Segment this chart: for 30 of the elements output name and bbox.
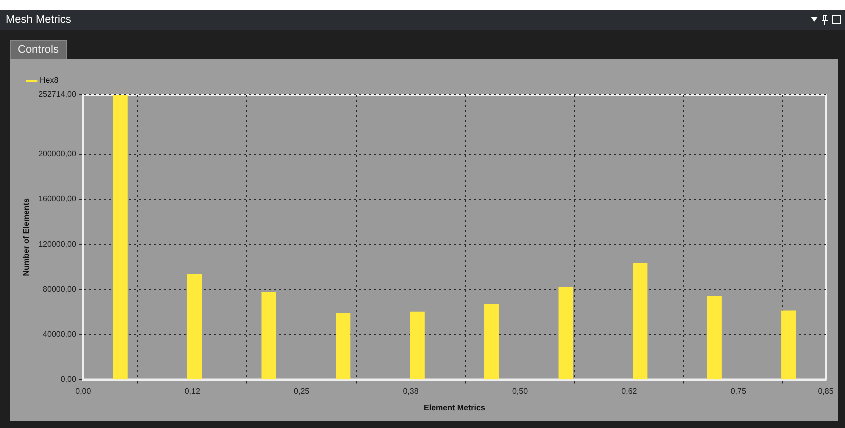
- y-tick-label: 0,00: [60, 375, 77, 384]
- bar: [782, 310, 796, 380]
- x-tick-label: 0,12: [184, 386, 201, 396]
- x-axis-title: Element Metrics: [424, 403, 486, 412]
- bar: [484, 304, 500, 380]
- bar: [336, 312, 351, 380]
- y-tick-label: 200000,00: [38, 150, 77, 159]
- y-tick-label: 120000,00: [38, 240, 77, 249]
- x-tick-label: 0,62: [622, 386, 638, 396]
- x-tick-label: 0,75: [730, 386, 747, 396]
- x-tick-label: 0,85: [818, 386, 834, 396]
- y-tick-label: 40000,00: [43, 330, 77, 339]
- bar: [187, 274, 202, 380]
- x-tick-label: 0,50: [512, 386, 529, 396]
- bar: [113, 95, 128, 380]
- x-tick-label: 0,00: [76, 386, 92, 396]
- y-tick-label: 80000,00: [43, 284, 77, 294]
- y-tick-label: 252714,00: [38, 90, 77, 100]
- x-tick-label: 0,38: [403, 386, 420, 396]
- y-axis-title: Number of Elements: [22, 198, 32, 276]
- bar: [410, 312, 425, 380]
- bar: [558, 287, 574, 380]
- bar: [262, 292, 276, 380]
- legend-label: Hex8: [40, 76, 60, 86]
- bar: [707, 296, 722, 380]
- x-tick-label: 0,25: [294, 386, 310, 396]
- y-tick-label: 160000,00: [38, 194, 77, 204]
- bar: [633, 263, 648, 380]
- chart-title: Mesh Metrics: [6, 13, 72, 28]
- text: Controls: [10, 40, 67, 60]
